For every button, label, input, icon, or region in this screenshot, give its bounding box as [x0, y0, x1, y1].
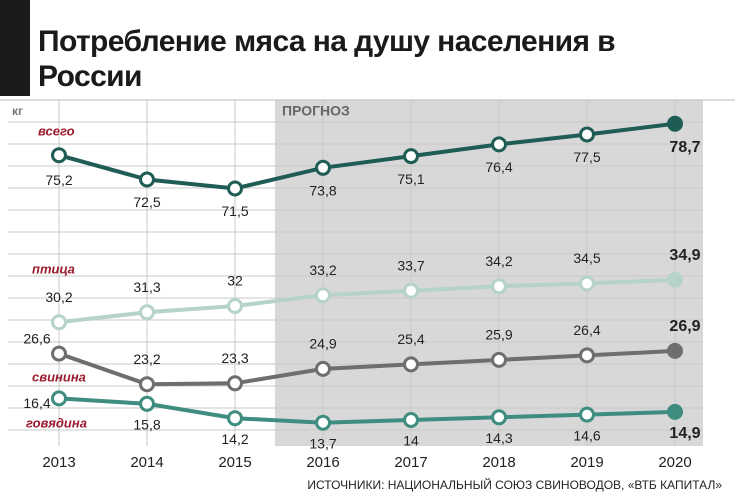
point [139, 304, 155, 321]
point [667, 271, 683, 288]
value-label: 76,4 [485, 159, 512, 175]
point [139, 395, 155, 412]
chart-title: Потребление мяса на душу населения в Рос… [38, 25, 616, 93]
x-tick-label: 2017 [394, 454, 427, 471]
value-label: 23,2 [133, 351, 160, 367]
series-line [58, 277, 676, 325]
x-tick-label: 2020 [658, 454, 691, 471]
value-label: 14,9 [669, 425, 700, 442]
point [491, 409, 507, 426]
point [579, 347, 595, 364]
value-label: 25,9 [485, 327, 512, 343]
value-label: 26,6 [23, 330, 50, 346]
source: ИСТОЧНИКИ: НАЦИОНАЛЬНЫЙ СОЮЗ СВИНОВОДОВ,… [307, 477, 722, 492]
value-label: 14 [403, 433, 419, 449]
value-label: 16,4 [23, 395, 50, 411]
series-line [58, 348, 676, 387]
value-label: 31,3 [133, 279, 160, 295]
point [139, 171, 155, 188]
point [403, 282, 419, 299]
point [579, 406, 595, 423]
x-tick-label: 2018 [482, 454, 515, 471]
value-label: 72,5 [133, 194, 160, 210]
point [227, 410, 243, 427]
point [315, 159, 331, 176]
point [491, 351, 507, 368]
point [315, 360, 331, 377]
value-label: 24,9 [309, 336, 336, 352]
x-tick-label: 2014 [130, 454, 163, 471]
legend-label: птица [32, 261, 75, 276]
x-tick-label: 2019 [570, 454, 603, 471]
forecast-area [275, 100, 703, 446]
x-tick-label: 2013 [42, 454, 75, 471]
point [51, 147, 67, 164]
point [491, 136, 507, 153]
point [51, 314, 67, 331]
unit-label: кг [12, 104, 23, 118]
point [51, 345, 67, 362]
point [315, 287, 331, 304]
point [491, 278, 507, 295]
value-label: 26,9 [669, 318, 700, 335]
point [667, 115, 683, 132]
value-label: 13,7 [309, 435, 336, 451]
point [403, 148, 419, 165]
point [227, 180, 243, 197]
value-label: 14,3 [485, 430, 512, 446]
value-label: 26,4 [573, 322, 600, 338]
point [579, 275, 595, 292]
x-tick-label: 2016 [306, 454, 339, 471]
value-label: 14,6 [573, 427, 600, 443]
point [227, 298, 243, 314]
value-label: 34,9 [669, 247, 700, 264]
value-label: 14,2 [221, 431, 248, 447]
point [667, 342, 683, 359]
value-label: 78,7 [669, 139, 700, 156]
forecast-label: ПРОГНОЗ [282, 103, 350, 119]
point [403, 412, 419, 428]
value-label: 33,7 [397, 257, 424, 273]
value-label: 77,5 [573, 149, 600, 165]
value-label: 25,4 [397, 331, 424, 347]
x-tick-label: 2015 [218, 454, 251, 471]
value-label: 23,3 [221, 350, 248, 366]
point [227, 375, 243, 392]
legend-label: свинина [32, 369, 86, 384]
value-label: 33,2 [309, 262, 336, 278]
value-label: 34,2 [485, 253, 512, 269]
point [579, 126, 595, 143]
legend-label: всего [38, 123, 75, 138]
series-line [58, 121, 676, 191]
value-label: 32 [227, 273, 243, 289]
value-label: 71,5 [221, 203, 248, 219]
series-line [58, 396, 676, 425]
title-bar [0, 0, 30, 96]
value-label: 75,1 [397, 171, 424, 187]
value-label: 34,5 [573, 250, 600, 266]
point [403, 356, 419, 373]
point [51, 390, 67, 407]
value-label: 15,8 [133, 417, 160, 433]
value-label: 30,2 [45, 289, 72, 305]
legend-label: говядина [26, 415, 87, 430]
point [315, 414, 331, 431]
point [667, 403, 683, 420]
value-label: 75,2 [45, 172, 72, 188]
point [139, 376, 155, 393]
value-label: 73,8 [309, 183, 336, 199]
